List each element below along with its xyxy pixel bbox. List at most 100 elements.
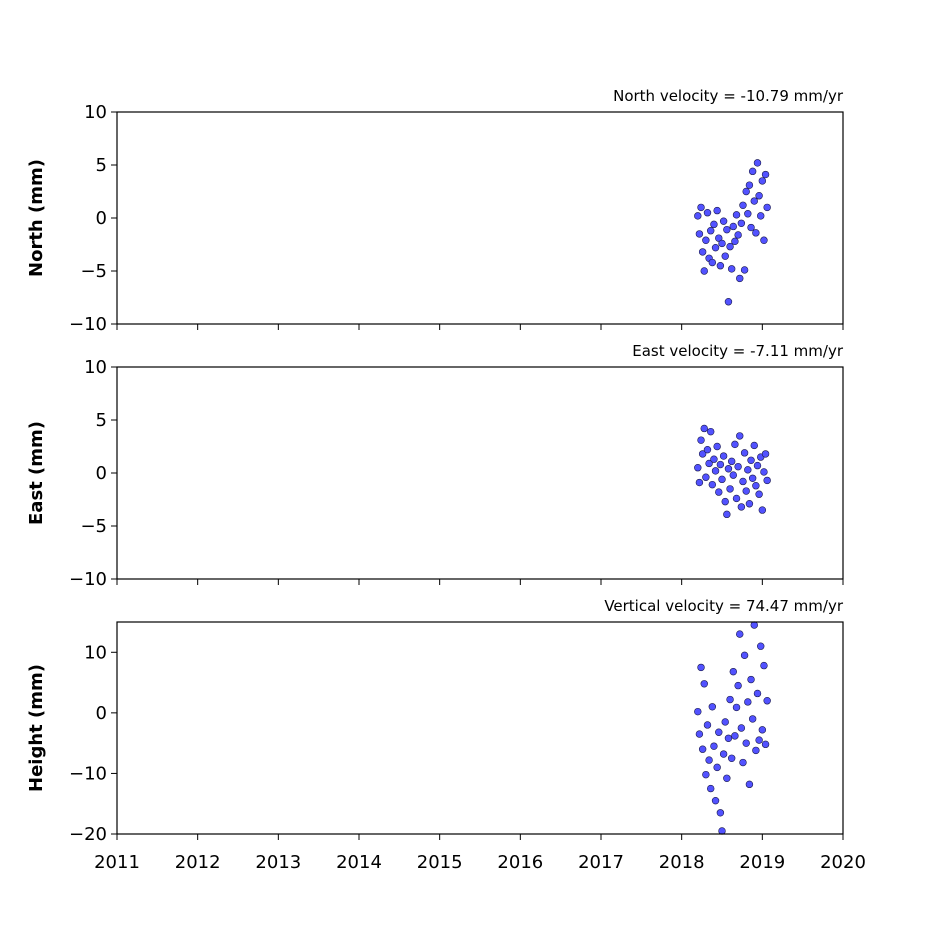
data-point [748, 474, 757, 482]
data-point [698, 248, 707, 256]
y-tick-label: −10 [69, 569, 107, 590]
data-point [757, 642, 765, 650]
data-point [745, 500, 754, 508]
data-point [707, 784, 715, 793]
data-point [753, 689, 762, 698]
x-tick-label: 2020 [820, 852, 866, 873]
data-point [697, 436, 705, 444]
y-tick-label: 0 [96, 463, 107, 484]
data-point [719, 217, 728, 225]
data-point [711, 467, 720, 475]
x-tick-label: 2019 [739, 852, 785, 873]
data-point [737, 724, 746, 732]
data-point [732, 211, 741, 219]
subplot-title: Vertical velocity = 74.47 mm/yr [604, 597, 844, 615]
data-point [718, 475, 726, 484]
data-point [723, 510, 731, 519]
subplot-title: North velocity = -10.79 mm/yr [613, 87, 844, 105]
data-point [710, 455, 718, 463]
data-point [744, 466, 752, 474]
data-point [763, 476, 771, 485]
data-point [732, 703, 741, 712]
data-point [708, 703, 717, 711]
data-point [748, 715, 757, 723]
data-point [695, 730, 704, 738]
axes-frame [116, 621, 844, 835]
y-tick-label: 10 [84, 102, 107, 123]
data-point [745, 780, 754, 789]
data-point [750, 441, 758, 450]
data-point [761, 740, 770, 749]
data-point [731, 732, 739, 740]
data-point [740, 266, 749, 274]
y-tick-label: 0 [96, 703, 107, 724]
y-axis-label: Height (mm) [26, 664, 47, 792]
y-axis-label: North (mm) [26, 159, 47, 277]
y-tick-label: −5 [80, 261, 107, 282]
data-point [713, 206, 721, 215]
data-point [750, 197, 758, 205]
data-point [726, 695, 734, 704]
y-tick-label: −10 [69, 763, 107, 784]
y-tick-label: −5 [80, 516, 107, 537]
data-point [694, 212, 702, 220]
data-point [742, 487, 750, 495]
data-point [740, 651, 749, 660]
data-point [697, 663, 705, 672]
data-point [731, 237, 739, 246]
data-point [750, 621, 758, 629]
data-point [758, 177, 767, 185]
data-point [702, 236, 710, 244]
axes-frame [116, 111, 844, 325]
data-point [758, 506, 767, 514]
data-point [729, 667, 737, 676]
data-point [739, 477, 747, 486]
data-point [710, 742, 718, 750]
subplot: Vertical velocity = 74.47 mm/yr Height (m… [26, 597, 866, 873]
data-point [760, 236, 768, 244]
data-point [700, 680, 708, 688]
data-point [734, 681, 742, 690]
data-point [736, 432, 744, 440]
subplot-title: East velocity = -7.11 mm/yr [632, 342, 844, 360]
data-point [745, 181, 754, 189]
x-tick-label: 2014 [336, 852, 382, 873]
data-point [719, 750, 728, 758]
data-point [715, 234, 723, 242]
data-point [748, 167, 757, 176]
data-point [707, 227, 715, 235]
data-point [723, 774, 731, 782]
data-point [723, 225, 731, 234]
data-point [719, 452, 728, 460]
x-tick-label: 2016 [497, 852, 543, 873]
data-point [702, 473, 710, 481]
data-point [711, 243, 720, 252]
data-point [729, 471, 737, 479]
y-axis-label: East (mm) [26, 421, 47, 525]
data-point [726, 242, 734, 251]
data-point [763, 203, 771, 212]
data-point [716, 460, 725, 469]
data-point [739, 201, 747, 209]
x-tick-label: 2017 [578, 852, 624, 873]
data-point [724, 298, 733, 306]
y-tick-label: −20 [69, 824, 107, 845]
data-point [695, 478, 704, 487]
y-tick-label: 10 [84, 357, 107, 378]
data-point [721, 252, 729, 260]
data-point [726, 485, 734, 493]
data-point [705, 459, 713, 468]
y-tick-label: 5 [96, 410, 107, 431]
data-point [715, 488, 723, 496]
data-point [744, 210, 752, 218]
data-point [708, 480, 717, 489]
data-point [747, 456, 755, 464]
y-tick-label: 5 [96, 155, 107, 176]
data-point [716, 262, 725, 270]
data-point [697, 203, 705, 212]
data-point [698, 450, 707, 458]
data-point [763, 697, 771, 705]
data-point [700, 424, 708, 433]
data-point [755, 490, 763, 498]
